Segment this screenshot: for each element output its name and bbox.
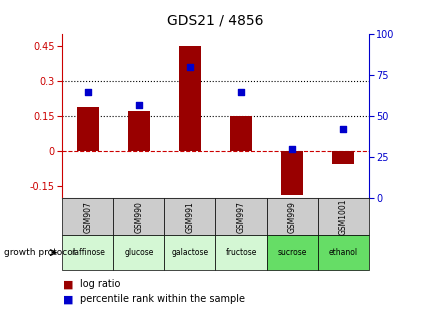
Bar [280,151,303,196]
Text: ■: ■ [62,294,73,304]
Text: ■: ■ [62,280,73,289]
Text: percentile rank within the sample: percentile rank within the sample [80,294,244,304]
Point [237,89,244,94]
Point [135,102,142,107]
Text: GSM997: GSM997 [236,201,245,232]
Text: sucrose: sucrose [276,248,306,257]
Text: log ratio: log ratio [80,280,120,289]
Text: raffinose: raffinose [71,248,104,257]
Bar [77,107,99,151]
Bar [331,151,353,164]
Text: GSM1001: GSM1001 [338,198,347,235]
Text: ethanol: ethanol [328,248,357,257]
Text: galactose: galactose [171,248,208,257]
Point [186,64,193,70]
Point [339,127,346,132]
Text: GSM907: GSM907 [83,201,92,232]
Point [84,89,91,94]
Text: GDS21 / 4856: GDS21 / 4856 [167,13,263,27]
Point [288,146,295,151]
Text: growth protocol: growth protocol [4,248,76,257]
Text: GSM999: GSM999 [287,201,296,232]
Text: fructose: fructose [225,248,256,257]
Text: GSM990: GSM990 [134,201,143,232]
Text: glucose: glucose [124,248,154,257]
Bar [229,116,252,151]
Bar [127,112,150,151]
Text: GSM991: GSM991 [185,201,194,232]
Bar [178,46,201,151]
